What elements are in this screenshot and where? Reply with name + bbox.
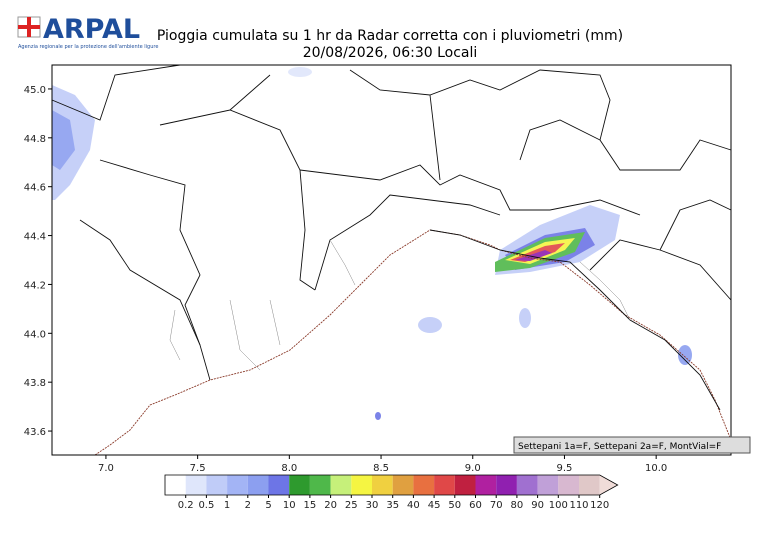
x-tick-label: 9.0 <box>465 463 481 474</box>
colorbar-swatch <box>227 475 248 495</box>
colorbar-label: 60 <box>469 500 482 511</box>
logo: ARPAL Agenzia regionale per la protezion… <box>17 14 158 50</box>
y-tick-label: 44.8 <box>24 134 46 145</box>
x-tick-label: 10.0 <box>645 463 667 474</box>
colorbar-label: 90 <box>531 500 544 511</box>
y-tick-label: 44.4 <box>24 232 46 243</box>
border <box>229 74 601 161</box>
colorbar-swatch <box>392 475 414 495</box>
colorbar-swatch <box>247 475 269 495</box>
border <box>79 219 201 346</box>
map: Settepani 1a=F, Settepani 2a=F, MontVial… <box>24 64 751 474</box>
colorbar-swatch <box>496 475 517 495</box>
colorbar-label: 50 <box>448 500 461 511</box>
colorbar-extension <box>599 475 618 495</box>
y-tick-label: 44.6 <box>24 183 46 194</box>
y-tick-label: 44.0 <box>24 329 46 340</box>
colorbar-swatch <box>475 475 497 495</box>
colorbar-swatch <box>309 475 331 495</box>
colorbar-swatch <box>165 475 186 495</box>
annotation: Settepani 1a=F, Settepani 2a=F, MontVial… <box>518 442 721 452</box>
y-tick-label: 45.0 <box>24 85 46 96</box>
colorbar-label: 1 <box>224 500 230 511</box>
colorbar-swatch <box>330 475 352 495</box>
rain-area <box>519 308 531 328</box>
coastline-liguria <box>429 229 721 411</box>
rain-area <box>375 412 381 420</box>
colorbar-swatch <box>351 475 372 495</box>
colorbar-label: 0.5 <box>198 500 214 511</box>
colorbar-label: 15 <box>304 500 317 511</box>
colorbar-label: 0.2 <box>178 500 194 511</box>
colorbar-swatch <box>434 475 455 495</box>
borders <box>51 64 732 456</box>
rain-area <box>515 250 552 261</box>
colorbar-swatch <box>372 475 393 495</box>
colorbar-label: 20 <box>324 500 337 511</box>
x-tick-label: 8.5 <box>373 463 389 474</box>
x-tick-label: 8.0 <box>281 463 297 474</box>
x-tick-label: 9.5 <box>557 463 573 474</box>
colorbar-label: 2 <box>245 500 251 511</box>
rain-area <box>52 110 75 170</box>
colorbar-label: 25 <box>345 500 358 511</box>
annotation-box <box>513 436 751 454</box>
logo-icon-cross <box>18 25 40 29</box>
colorbar-label: 70 <box>490 500 503 511</box>
colorbar-label: 80 <box>511 500 524 511</box>
colorbar-label: 100 <box>549 500 568 511</box>
colorbar-frame <box>164 474 619 496</box>
colorbar-label: 40 <box>407 500 420 511</box>
logo-text: ARPAL <box>43 14 140 45</box>
colorbar-label: 30 <box>366 500 379 511</box>
colorbar-swatch <box>289 475 310 495</box>
border <box>589 199 732 301</box>
subtitle: 20/08/2026, 06:30 Locali <box>303 45 478 61</box>
map-background <box>52 65 731 455</box>
colorbar-swatch <box>579 475 600 495</box>
colorbar-label: 5 <box>265 500 271 511</box>
x-tick-label: 7.0 <box>98 463 114 474</box>
colorbar-swatch <box>268 475 290 495</box>
border <box>299 164 641 216</box>
border <box>579 261 631 321</box>
colorbar-swatch <box>558 475 579 495</box>
colorbar-label: 10 <box>283 500 296 511</box>
colorbar-label: 45 <box>428 500 441 511</box>
map-frame <box>51 64 732 456</box>
logo-subtitle: Agenzia regionale per la protezione dell… <box>18 44 158 50</box>
province-borders <box>169 239 631 371</box>
border <box>349 69 732 181</box>
colorbar-label: 35 <box>386 500 399 511</box>
rain-area <box>678 345 692 365</box>
rain-area <box>418 317 442 333</box>
x-tick-label: 7.5 <box>190 463 206 474</box>
y-tick-label: 44.2 <box>24 280 46 291</box>
border <box>51 64 181 121</box>
colorbar-swatch <box>537 475 559 495</box>
rain-area <box>288 67 312 77</box>
colorbar: 0.2 0.5 1 2 5 10 15 20 25 30 35 40 45 50 60 70 80 90 100 11… <box>164 474 619 511</box>
colorbar-swatch <box>206 475 228 495</box>
colorbar-swatch <box>413 475 435 495</box>
colorbar-label: 120 <box>590 500 609 511</box>
title: Pioggia cumulata su 1 hr da Radar corret… <box>157 28 623 44</box>
y-tick-label: 43.8 <box>24 378 46 389</box>
border <box>169 239 356 371</box>
colorbar-swatch <box>185 475 207 495</box>
colorbar-label: 110 <box>569 500 588 511</box>
colorbar-swatch <box>516 475 538 495</box>
colorbar-swatch <box>454 475 476 495</box>
y-tick-label: 43.6 <box>24 427 46 438</box>
